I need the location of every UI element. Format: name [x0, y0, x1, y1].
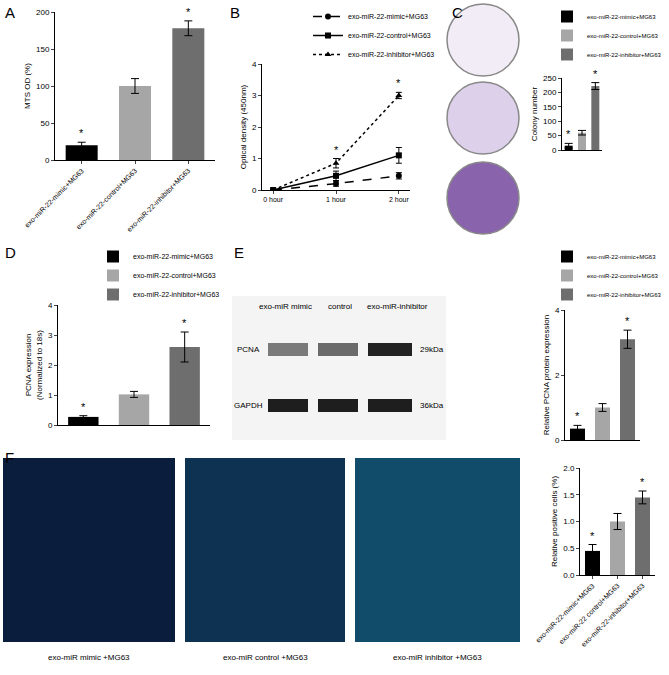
svg-text:exo-miR control +MG63: exo-miR control +MG63 — [223, 653, 308, 662]
svg-text:150: 150 — [36, 45, 50, 54]
svg-text:exo-miR-22-inhibitor+MG63: exo-miR-22-inhibitor+MG63 — [348, 51, 434, 58]
svg-text:1: 1 — [252, 154, 257, 163]
svg-text:exo-miR-22-inhibitor+MG63: exo-miR-22-inhibitor+MG63 — [133, 291, 219, 298]
svg-text:exo-miR-22 control+MG63: exo-miR-22 control+MG63 — [558, 582, 621, 645]
svg-text:29kDa: 29kDa — [420, 345, 444, 354]
svg-text:1 hour: 1 hour — [326, 196, 347, 203]
svg-text:3: 3 — [252, 91, 257, 100]
svg-text:1.0: 1.0 — [563, 517, 575, 526]
svg-text:*: * — [81, 401, 86, 413]
svg-text:exo-miR-22-control+MG63: exo-miR-22-control+MG63 — [587, 273, 659, 279]
svg-text:0.5: 0.5 — [563, 544, 575, 553]
svg-text:*: * — [186, 6, 191, 18]
svg-text:exo-miR-22-mimic+MG63: exo-miR-22-mimic+MG63 — [133, 253, 213, 260]
svg-text:50: 50 — [547, 131, 556, 140]
svg-text:GAPDH: GAPDH — [234, 401, 263, 410]
svg-text:*: * — [182, 317, 187, 329]
svg-text:F: F — [5, 449, 14, 466]
svg-text:150: 150 — [543, 103, 557, 112]
svg-text:0: 0 — [48, 421, 53, 430]
svg-text:exo-miR-22-mimic+MG63: exo-miR-22-mimic+MG63 — [587, 254, 656, 260]
svg-text:exo-miR-22-control+MG63: exo-miR-22-control+MG63 — [348, 32, 431, 39]
svg-text:200: 200 — [36, 8, 50, 17]
svg-text:1: 1 — [48, 391, 53, 400]
svg-text:A: A — [5, 4, 15, 21]
svg-text:*: * — [575, 410, 580, 422]
svg-text:0: 0 — [45, 156, 50, 165]
svg-text:*: * — [79, 127, 84, 139]
svg-text:0 hour: 0 hour — [263, 196, 284, 203]
svg-text:Optical density (450nm): Optical density (450nm) — [239, 84, 248, 169]
svg-text:exo-miR-22-control+MG63: exo-miR-22-control+MG63 — [75, 167, 138, 230]
svg-text:PCNA expression(Normalized to: PCNA expression(Normalized to 18s) — [24, 330, 43, 400]
svg-text:E: E — [234, 244, 244, 261]
svg-text:*: * — [625, 315, 630, 327]
svg-text:control: control — [328, 302, 352, 311]
svg-text:exo-miR-22-control+MG63: exo-miR-22-control+MG63 — [587, 33, 659, 39]
svg-text:250: 250 — [543, 74, 557, 83]
svg-text:4: 4 — [48, 301, 53, 310]
svg-text:200: 200 — [543, 88, 557, 97]
svg-text:2: 2 — [252, 123, 257, 132]
svg-text:C: C — [452, 4, 463, 21]
svg-text:Relative positive cells (%): Relative positive cells (%) — [550, 476, 559, 567]
svg-text:*: * — [593, 68, 598, 80]
svg-text:2: 2 — [555, 371, 560, 380]
svg-text:Relative PCNA protein expressi: Relative PCNA protein expression — [542, 315, 551, 436]
svg-text:100: 100 — [36, 82, 50, 91]
svg-text:exo-miR-22-mimic+MG63: exo-miR-22-mimic+MG63 — [348, 13, 428, 20]
svg-text:0: 0 — [552, 146, 557, 155]
svg-text:exo-miR-inhibitor: exo-miR-inhibitor — [367, 302, 428, 311]
svg-text:50: 50 — [40, 119, 49, 128]
svg-text:D: D — [5, 244, 16, 261]
svg-text:*: * — [640, 476, 645, 488]
svg-text:4: 4 — [555, 306, 560, 315]
svg-text:exo-miR-22-inhibitor+MG63: exo-miR-22-inhibitor+MG63 — [587, 292, 662, 298]
svg-text:2.0: 2.0 — [563, 464, 575, 473]
svg-text:*: * — [566, 128, 571, 140]
svg-text:B: B — [230, 4, 240, 21]
svg-text:4: 4 — [252, 60, 257, 69]
svg-text:exo-miR-22-mimic+MG63: exo-miR-22-mimic+MG63 — [534, 582, 596, 644]
svg-text:exo-miR mimic: exo-miR mimic — [259, 302, 312, 311]
svg-text:3: 3 — [48, 331, 53, 340]
svg-text:0: 0 — [252, 186, 257, 195]
svg-text:exo-miR-22-control+MG63: exo-miR-22-control+MG63 — [133, 272, 216, 279]
svg-text:1.5: 1.5 — [563, 491, 575, 500]
svg-text:exo-miR inhibitor +MG63: exo-miR inhibitor +MG63 — [393, 653, 482, 662]
svg-text:36kDa: 36kDa — [420, 401, 444, 410]
svg-text:0: 0 — [555, 436, 560, 445]
svg-text:exo-miR-22-inhibitor+MG63: exo-miR-22-inhibitor+MG63 — [126, 167, 192, 233]
svg-text:*: * — [590, 530, 595, 542]
svg-text:exo-miR-22-inhibitor+MG63: exo-miR-22-inhibitor+MG63 — [580, 582, 646, 648]
svg-text:*: * — [334, 144, 339, 156]
svg-text:0.0: 0.0 — [563, 571, 575, 580]
svg-text:exo-miR-22-mimic+MG63: exo-miR-22-mimic+MG63 — [23, 167, 85, 229]
svg-text:Colony number: Colony number — [530, 87, 539, 142]
svg-text:exo-miR-22-inhibitor+MG63: exo-miR-22-inhibitor+MG63 — [587, 52, 662, 58]
svg-text:2 hour: 2 hour — [389, 196, 410, 203]
svg-text:*: * — [396, 77, 401, 89]
svg-text:exo-miR mimic +MG63: exo-miR mimic +MG63 — [48, 653, 130, 662]
svg-text:100: 100 — [543, 117, 557, 126]
svg-text:PCNA: PCNA — [237, 345, 260, 354]
svg-text:2: 2 — [48, 361, 53, 370]
svg-text:MTS OD (%): MTS OD (%) — [23, 63, 32, 109]
svg-text:exo-miR-22-mimic+MG63: exo-miR-22-mimic+MG63 — [587, 14, 656, 20]
